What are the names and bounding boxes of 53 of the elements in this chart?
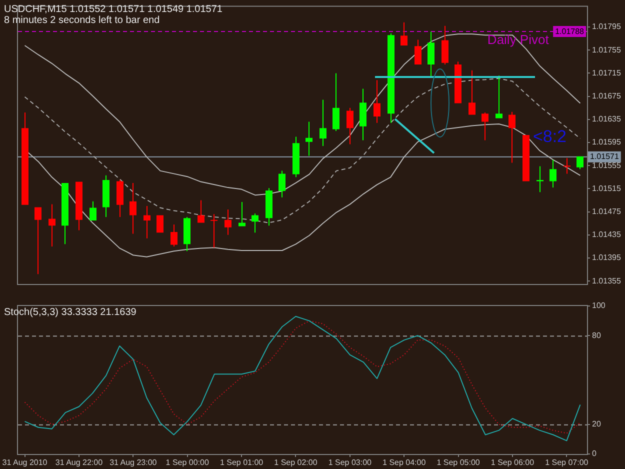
x-tick-label: 31 Aug 2010 bbox=[2, 458, 48, 468]
y-tick-label: 1.01795 bbox=[592, 22, 622, 32]
candlestick bbox=[536, 166, 544, 192]
x-tick-label: 1 Sep 05:00 bbox=[436, 458, 480, 468]
candlestick bbox=[198, 200, 204, 223]
y-tick-label: 1.01675 bbox=[592, 92, 622, 101]
x-tick-label: 1 Sep 04:00 bbox=[382, 458, 426, 468]
candlestick bbox=[210, 214, 218, 248]
y-tick-label: 1.01355 bbox=[592, 276, 622, 286]
candlestick bbox=[306, 122, 312, 156]
y-tick-label: 1.01515 bbox=[592, 184, 622, 193]
chart-title: Stoch(5,3,3) 33.3333 21.1639 bbox=[4, 307, 136, 318]
x-tick-label: 1 Sep 01:00 bbox=[220, 458, 264, 468]
candlestick bbox=[564, 158, 570, 174]
candlestick bbox=[482, 112, 488, 140]
y-tick-label: 100 bbox=[592, 301, 606, 310]
y-tick-label: 1.01755 bbox=[592, 45, 622, 54]
y-tick-label: 1.01595 bbox=[592, 138, 622, 147]
x-tick-label: 31 Aug 22:00 bbox=[55, 458, 104, 468]
annotation: Daily Pivot bbox=[487, 32, 550, 48]
ref-line-label: 1.01571 bbox=[590, 152, 620, 162]
y-tick-label: 1.01555 bbox=[592, 160, 622, 170]
candlestick bbox=[144, 206, 150, 238]
candlestick bbox=[360, 88, 366, 140]
candlestick bbox=[468, 70, 476, 115]
y-tick-label: 80 bbox=[592, 330, 602, 340]
y-tick-label: 1.01715 bbox=[592, 68, 622, 78]
candlestick bbox=[238, 202, 246, 226]
candlestick bbox=[48, 204, 56, 246]
chart-title: USDCHF,M15 1.01552 1.01571 1.01549 1.01571 bbox=[4, 4, 222, 15]
text: 8 minutes 2 seconds left to bar end bbox=[4, 15, 160, 26]
candlestick bbox=[374, 80, 380, 123]
y-tick-label: 1.01395 bbox=[592, 253, 622, 262]
candlestick bbox=[496, 76, 502, 118]
candlestick bbox=[130, 182, 136, 234]
y-tick-label: 20 bbox=[592, 420, 602, 429]
candlestick bbox=[400, 22, 408, 46]
x-tick-label: 1 Sep 03:00 bbox=[328, 458, 372, 468]
x-tick-label: 1 Sep 07:00 bbox=[545, 458, 589, 468]
y-tick-label: 1.01635 bbox=[592, 114, 622, 124]
line-series bbox=[24, 78, 581, 224]
x-tick-label: 31 Aug 23:00 bbox=[110, 458, 158, 468]
x-tick-label: 1 Sep 00:00 bbox=[166, 458, 210, 468]
x-tick-label: 1 Sep 02:00 bbox=[274, 458, 318, 468]
y-tick-label: 1.01475 bbox=[592, 207, 622, 216]
candlestick bbox=[320, 100, 326, 146]
y-tick-label: 1.01435 bbox=[592, 230, 622, 240]
candlestick bbox=[34, 207, 42, 274]
x-tick-label: 1 Sep 06:00 bbox=[490, 458, 535, 468]
ref-line-label: 1.01788 bbox=[555, 26, 585, 36]
annotation: <8:2 bbox=[532, 126, 567, 146]
y-tick-label: 0 bbox=[592, 449, 597, 458]
candlestick bbox=[224, 210, 232, 235]
